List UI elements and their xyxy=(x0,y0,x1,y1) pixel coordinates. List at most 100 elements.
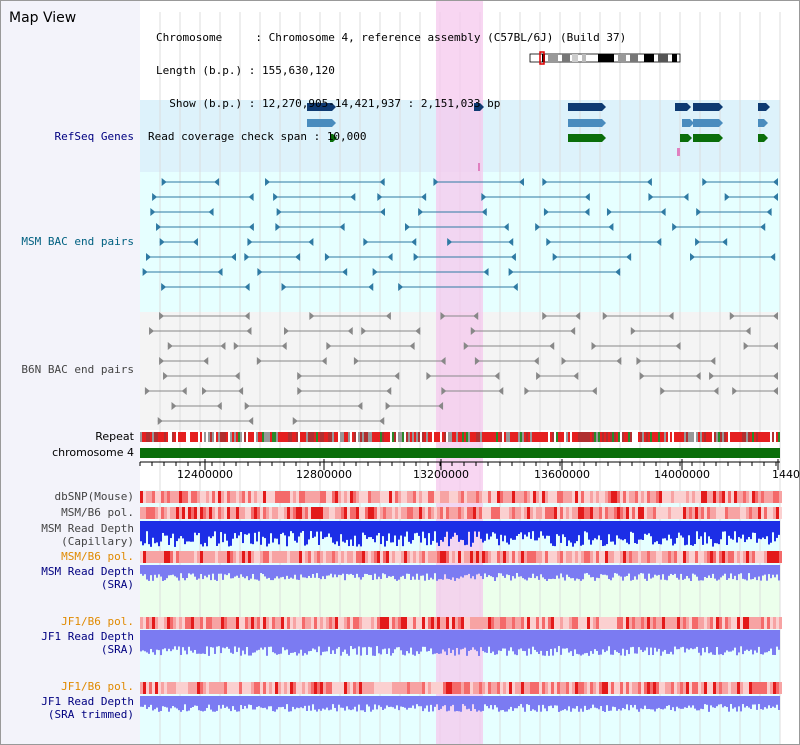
jf1-trimmed-depth-bar xyxy=(152,696,154,711)
msm-capillary-depth-bar xyxy=(188,521,190,542)
msm-capillary-depth-bar xyxy=(178,521,180,539)
jf1-sra-depth-bar xyxy=(362,630,364,648)
msm-b6-pol-sra-label[interactable]: MSM/B6 pol. xyxy=(61,550,134,563)
dbsnp-cell xyxy=(695,491,698,503)
msm-capillary-depth-bar xyxy=(506,521,508,543)
jf1-trimmed-depth-bar xyxy=(484,696,486,705)
dbsnp-cell xyxy=(500,491,503,503)
msm-sra-depth-bar xyxy=(614,565,616,574)
jf1-sra-depth-bar xyxy=(162,630,164,650)
msm-b6-pol-label[interactable]: MSM/B6 pol. xyxy=(61,506,134,519)
jf1-sra-depth-bar xyxy=(712,630,714,655)
msm-capillary-depth-bar xyxy=(642,521,644,540)
jf1-sra-depth-bar xyxy=(738,630,740,653)
repeat-segment xyxy=(582,432,584,442)
pol-cell xyxy=(719,617,722,629)
pol-cell xyxy=(314,682,317,694)
b6n-bac-end xyxy=(773,387,778,395)
pol-cell xyxy=(269,551,272,563)
msm-sra-depth-bar xyxy=(508,565,510,576)
jf1-sra-depth-bar xyxy=(742,630,744,655)
jf1-b6-pol-trimmed-label[interactable]: JF1/B6 pol. xyxy=(61,680,134,693)
msm-bac-end xyxy=(244,283,250,291)
msm-sra-depth-bar xyxy=(462,565,464,578)
refseq-genes-label[interactable]: RefSeq Genes xyxy=(54,130,134,143)
repeat-segment xyxy=(410,432,412,442)
msm-capillary-depth-bar xyxy=(540,521,542,532)
msm-bac-end xyxy=(208,208,214,216)
dbsnp-cell xyxy=(188,491,191,503)
pol-cell xyxy=(245,682,248,694)
jf1-trimmed-depth-bar xyxy=(398,696,400,711)
pol-cell xyxy=(638,551,641,563)
pol-cell xyxy=(146,507,149,519)
pol-cell xyxy=(143,617,146,629)
msm-sra-depth-bar xyxy=(716,565,718,581)
b6n-bac-end-pairs-label[interactable]: B6N BAC end pairs xyxy=(21,363,134,376)
pol-cell xyxy=(632,617,635,629)
jf1-trimmed-depth-bar xyxy=(146,696,148,709)
dbsnp-label[interactable]: dbSNP(Mouse) xyxy=(54,490,134,503)
pol-cell xyxy=(377,507,380,519)
refseq-gene xyxy=(568,134,602,142)
msm-sra-depth-bar xyxy=(700,565,702,581)
jf1-trimmed-depth-bar xyxy=(640,696,642,709)
msm-sra-depth-bar xyxy=(552,565,554,579)
pol-cell xyxy=(593,682,596,694)
msm-sra-depth-bar xyxy=(198,565,200,579)
jf1-read-depth-sra-label[interactable]: JF1 Read Depth xyxy=(41,630,134,643)
jf1-b6-pol-label[interactable]: JF1/B6 pol. xyxy=(61,615,134,628)
jf1-trimmed-depth-bar xyxy=(744,696,746,708)
pol-cell xyxy=(581,617,584,629)
msm-sra-depth-bar xyxy=(442,565,444,580)
pol-cell xyxy=(410,507,413,519)
dbsnp-cell xyxy=(767,491,770,503)
msm-capillary-depth-bar xyxy=(750,521,752,540)
pol-cell xyxy=(653,682,656,694)
msm-read-depth-sra-label[interactable]: MSM Read Depth xyxy=(41,565,134,578)
pol-cell xyxy=(596,551,599,563)
dbsnp-cell xyxy=(428,491,431,503)
jf1-trimmed-depth-bar xyxy=(222,696,224,705)
msm-bac-end xyxy=(161,178,167,186)
msm-capillary-depth-bar xyxy=(752,521,754,533)
pol-cell xyxy=(605,682,608,694)
repeat-segment xyxy=(632,432,634,442)
pol-cell xyxy=(470,507,473,519)
dbsnp-cell xyxy=(773,491,776,503)
pol-cell xyxy=(161,682,164,694)
msm-sra-depth-bar xyxy=(556,565,558,576)
jf1-read-depth-trimmed-label[interactable]: JF1 Read Depth xyxy=(41,695,134,708)
pol-cell xyxy=(146,551,149,563)
ideogram-band xyxy=(562,54,570,62)
dbsnp-cell xyxy=(299,491,302,503)
pol-cell xyxy=(758,507,761,519)
pol-cell xyxy=(698,617,701,629)
span-value: 10,000 xyxy=(326,130,367,143)
jf1-trimmed-depth-bar xyxy=(232,696,234,707)
msm-sra-depth-bar xyxy=(470,565,472,579)
msm-capillary-depth-bar xyxy=(492,521,494,533)
repeat-segment xyxy=(600,432,602,442)
dbsnp-cell xyxy=(305,491,308,503)
jf1-trimmed-depth-bar xyxy=(424,696,426,709)
dbsnp-cell xyxy=(653,491,656,503)
msm-capillary-depth-bar xyxy=(586,521,588,533)
pol-cell xyxy=(293,617,296,629)
jf1-trimmed-depth-bar xyxy=(704,696,706,705)
msm-read-depth-capillary-label[interactable]: MSM Read Depth xyxy=(41,522,134,535)
msm-capillary-depth-bar xyxy=(386,521,388,541)
b6n-bac-end xyxy=(630,327,636,335)
jf1-sra-depth-bar xyxy=(142,630,144,651)
jf1-sra-depth-bar xyxy=(740,630,742,647)
axis-tick-label: 12400000 xyxy=(177,468,233,481)
repeat-segment xyxy=(234,432,236,442)
msm-capillary-depth-bar xyxy=(294,521,296,541)
pol-cell xyxy=(476,507,479,519)
jf1-sra-depth-bar xyxy=(436,630,438,654)
pol-cell xyxy=(236,551,239,563)
dbsnp-cell xyxy=(167,491,170,503)
dbsnp-cell xyxy=(287,491,290,503)
msm-bac-end-pairs-label[interactable]: MSM BAC end pairs xyxy=(21,235,134,248)
